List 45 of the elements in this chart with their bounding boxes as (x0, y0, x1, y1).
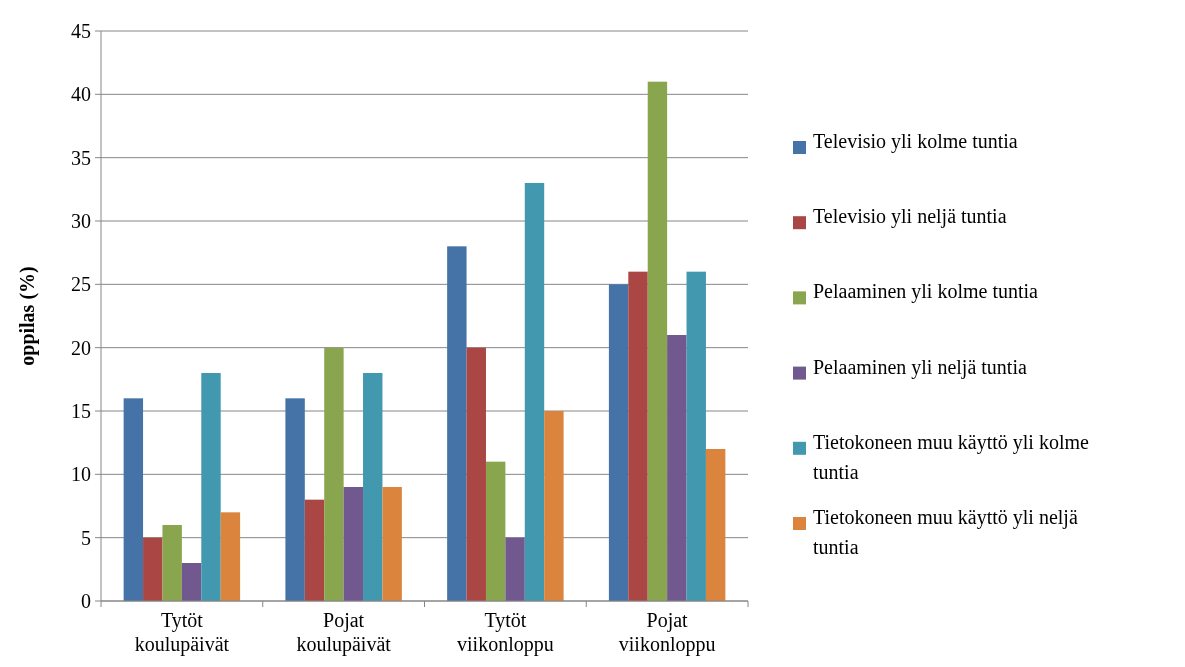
legend-label: Pelaaminen yli neljä tuntia (813, 355, 1027, 379)
legend-label: Pelaaminen yli kolme tuntia (813, 280, 1039, 304)
bar (343, 487, 364, 601)
x-tick-label: Pojat viikonloppu (618, 609, 716, 656)
y-tick-label: 20 (71, 336, 91, 359)
y-tick-label: 35 (71, 146, 91, 169)
x-tick-label: Pojat koulupäivät (296, 609, 392, 656)
y-tick-label: 10 (71, 463, 91, 486)
bar (447, 246, 467, 601)
legend-label: Televisio yli neljä tuntia (813, 205, 1007, 229)
legend-label: Tietokoneen muu käyttö yli neljä tuntia (813, 506, 1078, 558)
bar (220, 512, 241, 601)
y-tick-label: 5 (81, 526, 91, 549)
bar (505, 537, 525, 601)
legend-label: Televisio yli kolme tuntia (813, 130, 1018, 153)
bar (382, 487, 402, 601)
y-tick-label: 30 (71, 210, 91, 232)
bar (304, 499, 325, 601)
y-tick-label: 25 (71, 273, 91, 296)
y-tick-label: 0 (81, 590, 91, 612)
bar (667, 335, 687, 601)
bar (628, 271, 648, 601)
x-tick-label: Tytöt koulupäivät (134, 609, 230, 656)
bar (123, 398, 144, 601)
bar (143, 537, 163, 601)
bar (181, 563, 202, 601)
bar (466, 347, 486, 601)
y-tick-label: 45 (71, 20, 91, 42)
bar (485, 461, 506, 601)
bar (608, 284, 629, 601)
y-axis-title: oppilas (%) (16, 266, 39, 366)
bar (324, 347, 344, 601)
bar (524, 183, 545, 601)
bar (544, 411, 564, 601)
x-tick-label: Tytöt viikonloppu (457, 609, 554, 656)
bar (705, 449, 726, 601)
legend-label: Tietokoneen muu käyttö yli kolme tuntia (813, 430, 1090, 483)
bar (285, 398, 305, 601)
y-tick-label: 15 (71, 400, 91, 422)
bar (201, 373, 221, 601)
bar (686, 271, 706, 601)
bar (162, 525, 182, 601)
bar (363, 373, 383, 601)
y-tick-label: 40 (71, 83, 91, 106)
bar (647, 81, 668, 601)
